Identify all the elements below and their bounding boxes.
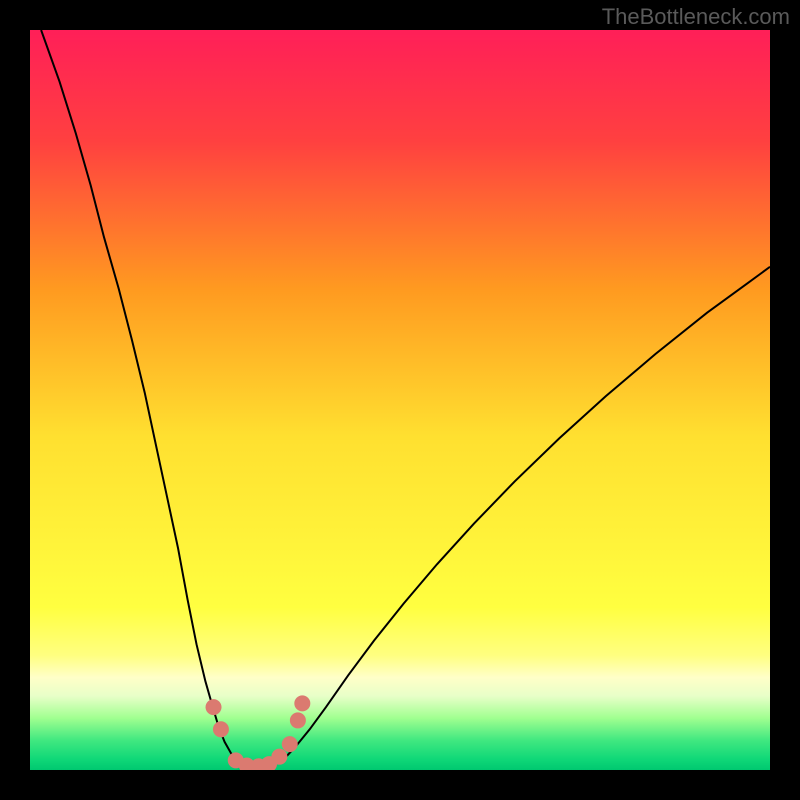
marker-dot bbox=[213, 721, 229, 737]
curve-layer bbox=[30, 30, 770, 770]
marker-dot bbox=[282, 736, 298, 752]
trough-markers bbox=[206, 695, 311, 770]
marker-dot bbox=[290, 712, 306, 728]
watermark-text: TheBottleneck.com bbox=[602, 4, 790, 30]
marker-dot bbox=[206, 699, 222, 715]
marker-dot bbox=[271, 749, 287, 765]
marker-dot bbox=[294, 695, 310, 711]
left-curve bbox=[41, 30, 256, 768]
right-curve bbox=[256, 267, 770, 768]
chart-root: TheBottleneck.com bbox=[0, 0, 800, 800]
plot-area bbox=[30, 30, 770, 770]
